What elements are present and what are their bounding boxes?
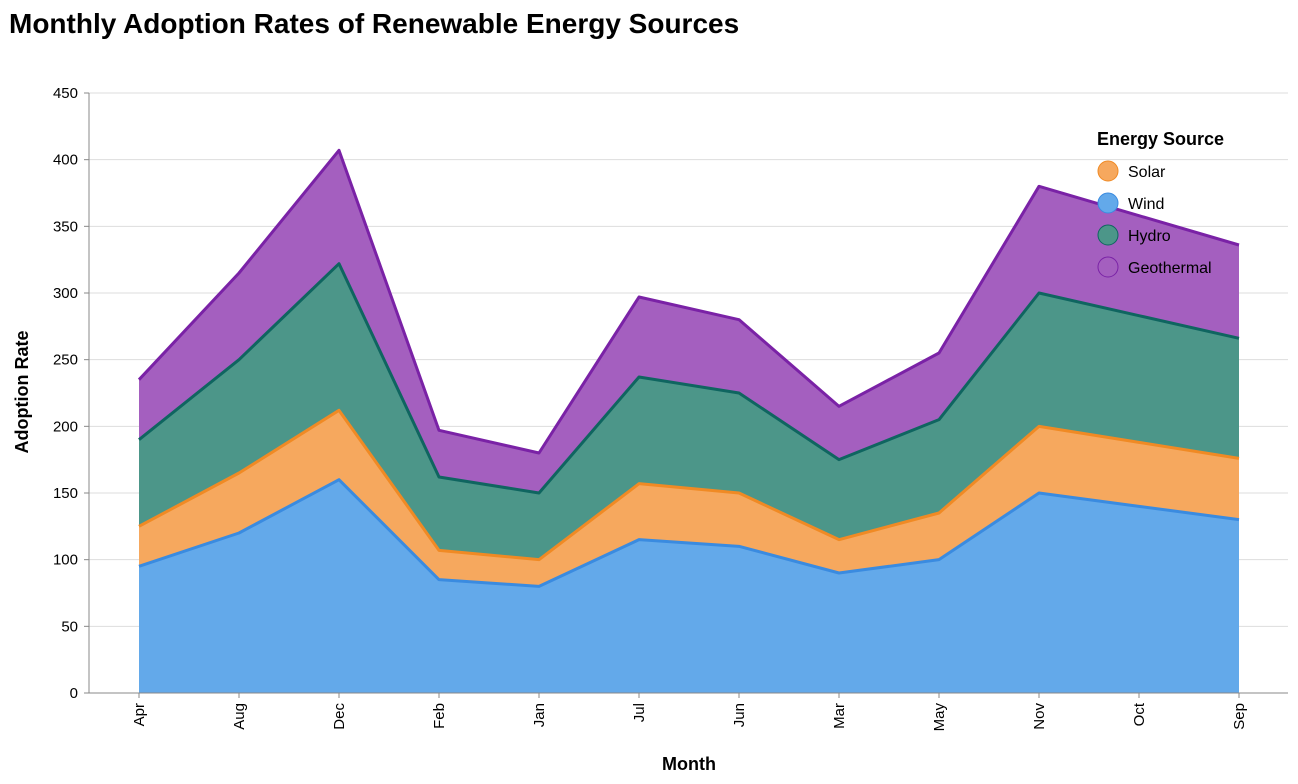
y-tick-label: 250 <box>53 352 78 369</box>
legend-label-wind: Wind <box>1128 196 1164 213</box>
y-tick-label: 200 <box>53 418 78 435</box>
x-tick-label: Oct <box>1131 702 1148 726</box>
axes: 0 50 100 150 200 250 300 350 400 450 Apr Aug Dec Feb J… <box>53 85 1288 731</box>
y-tick-label: 0 <box>70 685 78 702</box>
area-layers <box>139 150 1239 693</box>
y-tick-label: 150 <box>53 485 78 502</box>
area-hydro <box>139 263 1239 560</box>
chart-title: Monthly Adoption Rates of Renewable Ener… <box>9 8 740 39</box>
y-tick-label: 100 <box>53 552 78 569</box>
x-tick-label: Dec <box>331 703 348 730</box>
x-tick-label: Nov <box>1031 703 1048 730</box>
x-tick-label: Feb <box>431 703 448 729</box>
y-axis-title: Adoption Rate <box>12 331 32 454</box>
x-tick-label: Apr <box>131 703 148 726</box>
y-tick-label: 50 <box>61 618 78 635</box>
x-axis-title: Month <box>662 754 716 774</box>
line-wind <box>138 478 1240 588</box>
x-tick-label: Sep <box>1231 703 1248 730</box>
legend-swatch-hydro <box>1097 224 1119 246</box>
legend: Energy Source Solar Wind Hydro Geothermal <box>1097 129 1224 278</box>
legend-label-solar: Solar <box>1128 164 1166 181</box>
x-tick-label: Jul <box>631 703 648 722</box>
legend-label-hydro: Hydro <box>1128 228 1171 245</box>
y-tick-label: 450 <box>53 85 78 102</box>
x-tick-label: May <box>931 703 948 732</box>
line-hydro <box>138 262 1240 495</box>
x-tick-label: Aug <box>231 703 248 730</box>
y-tick-label: 300 <box>53 285 78 302</box>
area-geothermal <box>139 150 1239 494</box>
y-tick-label: 400 <box>53 152 78 169</box>
legend-swatch-wind <box>1097 192 1119 214</box>
area-wind <box>139 479 1239 693</box>
line-geothermal <box>137 148 1240 455</box>
x-tick-label: Mar <box>831 703 848 729</box>
x-tick-label: Jun <box>731 703 748 727</box>
legend-label-geothermal: Geothermal <box>1128 260 1212 277</box>
legend-swatch-solar <box>1097 160 1119 182</box>
legend-title: Energy Source <box>1097 129 1224 149</box>
series-lines <box>137 148 1240 588</box>
y-tick-label: 350 <box>53 218 78 235</box>
legend-swatch-geothermal <box>1097 256 1119 278</box>
x-tick-label: Jan <box>531 703 548 727</box>
line-solar <box>138 408 1240 562</box>
